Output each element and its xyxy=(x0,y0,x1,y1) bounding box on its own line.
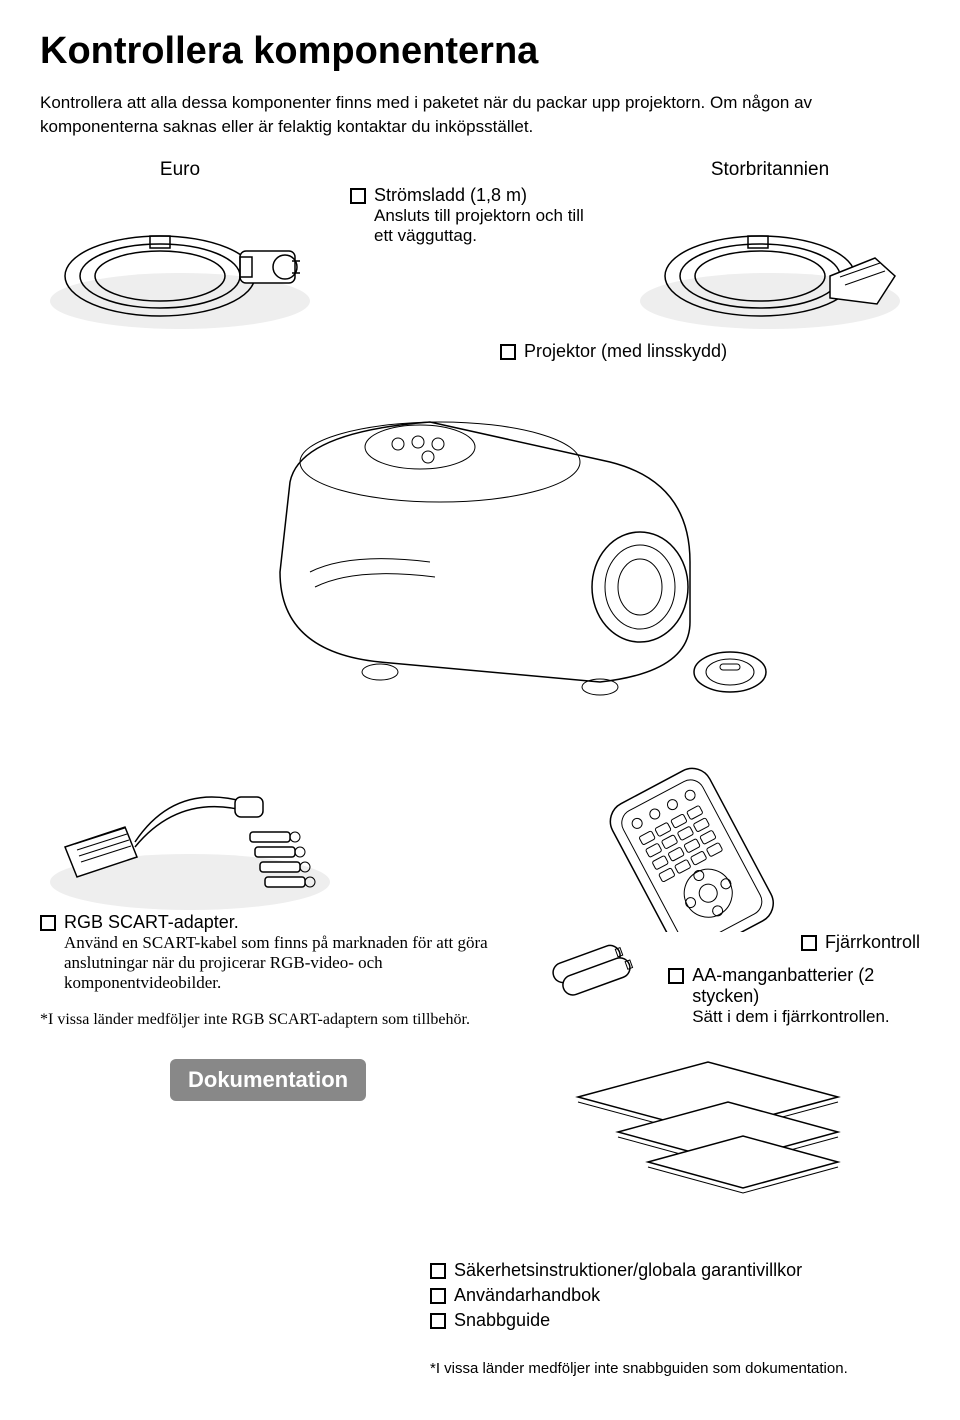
doc-quick-label: Snabbguide xyxy=(454,1310,550,1331)
doc-manual-label: Användarhandbok xyxy=(454,1285,600,1306)
scart-illustration xyxy=(40,752,340,912)
region-uk: Storbritannien xyxy=(630,159,910,181)
scart-item: RGB SCART-adapter. Använd en SCART-kabel… xyxy=(40,912,498,993)
scart-title: RGB SCART-adapter. xyxy=(64,912,498,933)
batteries-item: AA-manganbatterier (2 stycken) Sätt i de… xyxy=(668,965,920,1027)
doc-footnote: *I vissa länder medföljer inte snabbguid… xyxy=(430,1360,848,1377)
doc-safety-label: Säkerhetsinstruktioner/globala garantivi… xyxy=(454,1260,802,1281)
checkbox-icon xyxy=(430,1263,446,1279)
scart-desc: Använd en SCART-kabel som finns på markn… xyxy=(64,933,498,993)
checkbox-icon xyxy=(40,915,56,931)
powercord-item: Strömsladd (1,8 m) Ansluts till projekto… xyxy=(350,185,600,246)
batteries-illustration xyxy=(538,932,648,1002)
checkbox-icon xyxy=(668,968,684,984)
intro-text: Kontrollera att alla dessa komponenter f… xyxy=(40,91,920,139)
powercord-desc: Ansluts till projektorn och till ett väg… xyxy=(374,206,600,246)
powercord-title: Strömsladd (1,8 m) xyxy=(374,185,600,206)
uk-cable-illustration xyxy=(630,181,910,331)
remote-item: Fjärrkontroll xyxy=(668,932,920,953)
lower-row: RGB SCART-adapter. Använd en SCART-kabel… xyxy=(40,752,920,1207)
doc-quick: Snabbguide xyxy=(430,1310,802,1331)
remote-label: Fjärrkontroll xyxy=(825,932,920,953)
batteries-desc: Sätt i dem i fjärrkontrollen. xyxy=(692,1007,920,1027)
scart-note: *I vissa länder medföljer inte RGB SCART… xyxy=(40,1011,498,1029)
projector-illustration xyxy=(170,372,790,732)
remote-illustration xyxy=(538,752,818,932)
doc-safety: Säkerhetsinstruktioner/globala garantivi… xyxy=(430,1260,802,1281)
euro-cable-illustration xyxy=(40,181,320,331)
page-title: Kontrollera komponenterna xyxy=(40,30,920,73)
documentation-badge: Dokumentation xyxy=(170,1059,366,1101)
top-row: Euro Strömsladd (1,8 m) Ansluts till pro… xyxy=(40,159,920,331)
checkbox-icon xyxy=(430,1288,446,1304)
region-euro: Euro xyxy=(40,159,320,181)
checkbox-icon xyxy=(350,188,366,204)
checkbox-icon xyxy=(500,344,516,360)
projector-label: Projektor (med linsskydd) xyxy=(524,341,727,362)
checkbox-icon xyxy=(430,1313,446,1329)
projector-item: Projektor (med linsskydd) xyxy=(500,341,920,362)
doc-list: Säkerhetsinstruktioner/globala garantivi… xyxy=(430,1260,802,1335)
checkbox-icon xyxy=(801,935,817,951)
doc-manual: Användarhandbok xyxy=(430,1285,802,1306)
batteries-title: AA-manganbatterier (2 stycken) xyxy=(692,965,874,1006)
manuals-illustration xyxy=(538,1037,858,1207)
